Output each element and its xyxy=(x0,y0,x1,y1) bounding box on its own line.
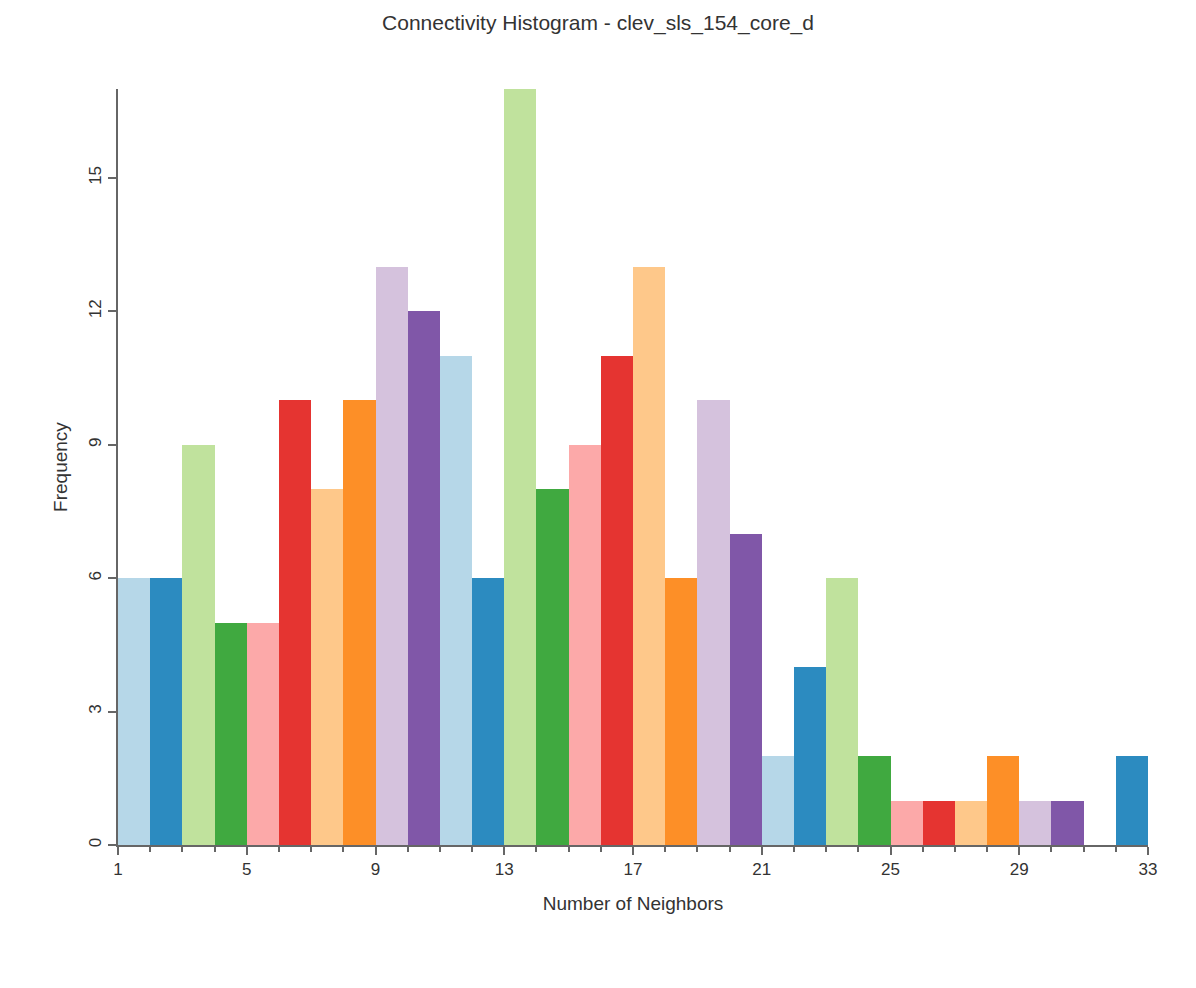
svg-text:17: 17 xyxy=(624,860,643,879)
svg-text:21: 21 xyxy=(752,860,771,879)
svg-text:9: 9 xyxy=(86,437,105,446)
svg-text:6: 6 xyxy=(86,571,105,580)
svg-text:29: 29 xyxy=(1010,860,1029,879)
svg-text:1: 1 xyxy=(113,860,122,879)
svg-text:33: 33 xyxy=(1139,860,1158,879)
svg-text:Connectivity Histogram - clev_: Connectivity Histogram - clev_sls_154_co… xyxy=(382,11,814,35)
svg-text:Number of Neighbors: Number of Neighbors xyxy=(543,893,724,914)
svg-text:0: 0 xyxy=(86,838,105,847)
svg-text:3: 3 xyxy=(86,704,105,713)
svg-text:9: 9 xyxy=(371,860,380,879)
svg-text:Frequency: Frequency xyxy=(50,422,71,512)
svg-text:15: 15 xyxy=(86,166,105,185)
svg-text:12: 12 xyxy=(86,299,105,318)
svg-text:13: 13 xyxy=(495,860,514,879)
svg-text:25: 25 xyxy=(881,860,900,879)
svg-text:5: 5 xyxy=(242,860,251,879)
